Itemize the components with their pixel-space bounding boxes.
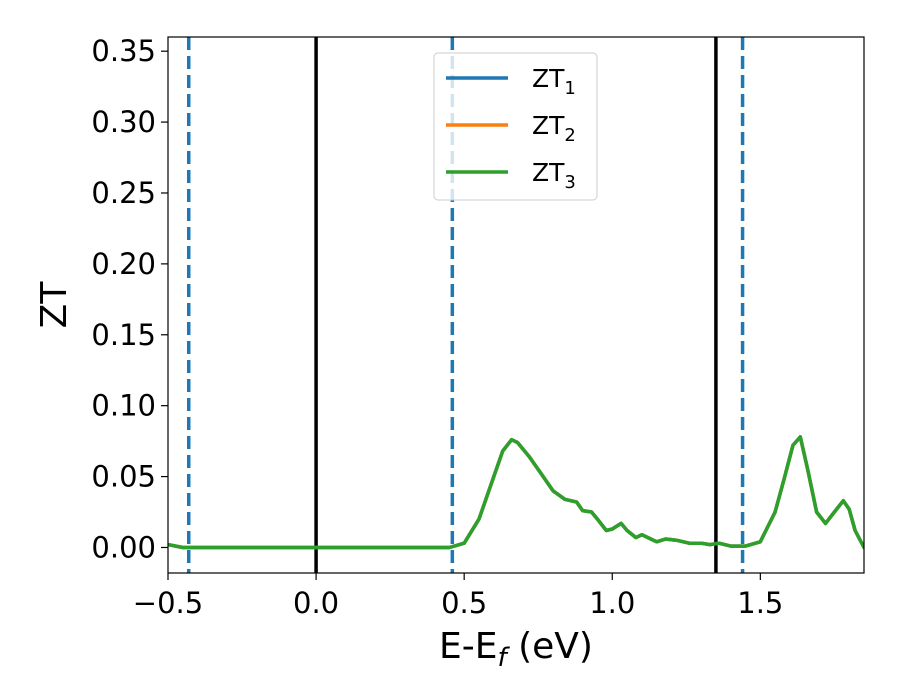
x-tick-label: 1.5	[737, 586, 783, 620]
x-tick-label: 0.5	[441, 586, 487, 620]
legend-label: ZT2	[532, 111, 576, 146]
y-tick-label: 0.05	[91, 460, 156, 494]
reference-lines	[186, 37, 745, 573]
legend-frame	[433, 52, 598, 201]
series-line-1	[168, 435, 864, 550]
y-tick-label: 0.00	[91, 530, 156, 564]
legend-label: ZT1	[532, 64, 576, 99]
y-axis-title: ZT	[34, 281, 75, 329]
y-tick-label: 0.15	[91, 318, 156, 352]
y-tick-label: 0.30	[91, 105, 156, 139]
x-tick-label: 0.0	[293, 586, 339, 620]
series-line-3	[168, 435, 864, 550]
y-tick-label: 0.20	[91, 247, 156, 281]
legend: ZT1 ZT2 ZT3	[433, 52, 598, 201]
legend-label: ZT3	[532, 158, 576, 193]
y-tick-label: 0.10	[91, 389, 156, 423]
y-tick-label: 0.25	[91, 176, 156, 210]
x-tick-label: 1.0	[589, 586, 635, 620]
series-layer	[168, 435, 864, 550]
y-tick-label: 0.35	[91, 34, 156, 68]
x-axis-title: E-Ef (eV)	[439, 626, 593, 673]
x-tick-label: −0.5	[133, 586, 203, 620]
x-axis: −0.5 0.0 0.5 1.0 1.5	[133, 573, 783, 620]
series-line-2	[168, 435, 864, 550]
plot-frame	[167, 36, 865, 574]
y-axis: 0.00 0.05 0.10 0.15 0.20 0.25 0.30 0.35	[91, 34, 168, 564]
